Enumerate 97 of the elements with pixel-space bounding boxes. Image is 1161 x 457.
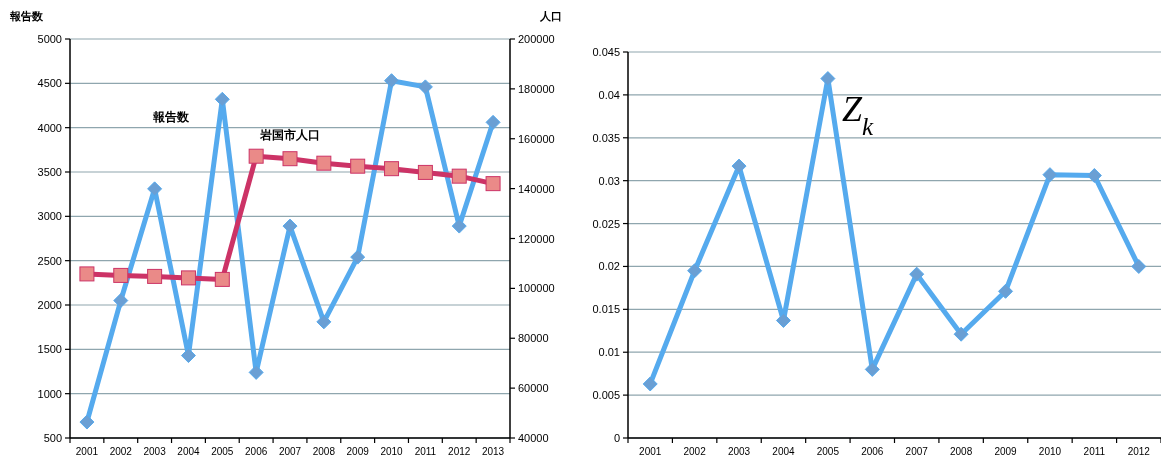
point (998, 283, 1014, 299)
y-tick-label: 4500 (37, 77, 62, 90)
x-tick-label: 2004 (772, 446, 796, 457)
x-tick-label: 2009 (346, 446, 370, 457)
y-tick-label: 0.035 (592, 131, 620, 144)
x-tick-label: 2006 (861, 446, 884, 457)
x-tick-label: 2012 (1127, 446, 1151, 457)
y-tick-label: 0.025 (592, 217, 620, 230)
point (642, 376, 658, 392)
point (79, 266, 95, 282)
point (1042, 167, 1058, 183)
x-tick-label: 2012 (448, 446, 471, 457)
point (180, 270, 196, 286)
y2-axis-title: 人口 (539, 10, 562, 23)
point (1131, 258, 1147, 274)
point (214, 91, 230, 107)
y2-tick-label: 80000 (518, 332, 549, 345)
x-tick-label: 2002 (683, 446, 707, 457)
y2-tick-label: 100000 (518, 282, 555, 295)
point (113, 267, 129, 283)
point (248, 148, 264, 164)
y2-tick-label: 160000 (518, 132, 555, 145)
y-tick-label: 3000 (37, 210, 62, 223)
point (147, 181, 163, 197)
y-tick-label: 0.005 (592, 389, 620, 402)
y-tick-label: 0 (613, 432, 620, 444)
x-tick-label: 2005 (816, 446, 840, 457)
point (384, 161, 400, 177)
y2-tick-label: 200000 (518, 33, 555, 45)
x-tick-label: 2003 (727, 446, 751, 457)
x-tick-label: 2005 (211, 446, 234, 457)
y2-tick-label: 60000 (518, 382, 549, 395)
y-tick-label: 0.015 (592, 303, 620, 316)
y-tick-label: 0.03 (598, 174, 620, 187)
point (248, 364, 264, 380)
point (316, 314, 332, 330)
point (147, 268, 163, 284)
point (953, 326, 969, 342)
x-tick-label: 2010 (380, 446, 404, 457)
y-tick-label: 0.045 (592, 46, 620, 58)
x-tick-label: 2003 (143, 446, 167, 457)
y-tick-label: 500 (43, 432, 62, 444)
x-tick-label: 2009 (994, 446, 1018, 457)
y-tick-label: 2000 (37, 299, 62, 311)
x-tick-label: 2006 (245, 446, 268, 457)
point (180, 348, 196, 364)
y-tick-label: 0.04 (598, 88, 620, 101)
x-tick-label: 2010 (1038, 446, 1062, 457)
point (214, 271, 230, 287)
y-tick-label: 3500 (37, 166, 62, 178)
point (820, 71, 836, 87)
point (864, 361, 880, 377)
x-tick-label: 2007 (278, 446, 302, 457)
point (79, 414, 95, 430)
point (775, 312, 791, 328)
point (282, 218, 298, 234)
point (485, 176, 501, 192)
point (451, 168, 467, 184)
y-tick-label: 0.02 (598, 260, 620, 273)
text: 報告数 (152, 110, 191, 125)
series-label: 岩国市人口 (259, 127, 320, 142)
point (316, 155, 332, 171)
x-tick-label: 2008 (312, 446, 336, 457)
x-tick-label: 2002 (109, 446, 133, 457)
y-tick-label: 4000 (37, 121, 62, 134)
point (417, 79, 433, 95)
point (384, 73, 400, 89)
y-tick-label: 5000 (37, 33, 62, 45)
point (485, 114, 501, 130)
y-tick-label: 0.01 (598, 346, 620, 359)
x-tick-label: 2001 (75, 446, 99, 457)
x-tick-label: 2004 (177, 446, 201, 457)
x-tick-label: 2001 (639, 446, 662, 457)
y2-tick-label: 180000 (518, 82, 555, 95)
point (350, 249, 366, 265)
point (350, 158, 366, 174)
y-axis-title: 報告数 (9, 10, 44, 22)
y2-tick-label: 40000 (518, 432, 549, 444)
x-tick-label: 2007 (905, 446, 929, 457)
y-tick-label: 1000 (37, 387, 62, 400)
x-tick-label: 2011 (414, 446, 437, 457)
point (909, 266, 925, 282)
point (282, 151, 298, 167)
point (451, 218, 467, 234)
point (1086, 168, 1102, 184)
point (687, 263, 703, 279)
series-label: Z$_{k}$ (841, 88, 874, 140)
x-tick-label: 2011 (1083, 446, 1106, 457)
point (731, 158, 747, 174)
x-tick-label: 2013 (481, 446, 505, 457)
x-tick-label: 2008 (950, 446, 973, 457)
y2-tick-label: 140000 (518, 182, 555, 195)
point (417, 164, 433, 180)
y-tick-label: 1500 (37, 343, 62, 356)
point (113, 293, 129, 309)
y-tick-label: 2500 (37, 254, 62, 267)
y2-tick-label: 120000 (518, 232, 555, 245)
